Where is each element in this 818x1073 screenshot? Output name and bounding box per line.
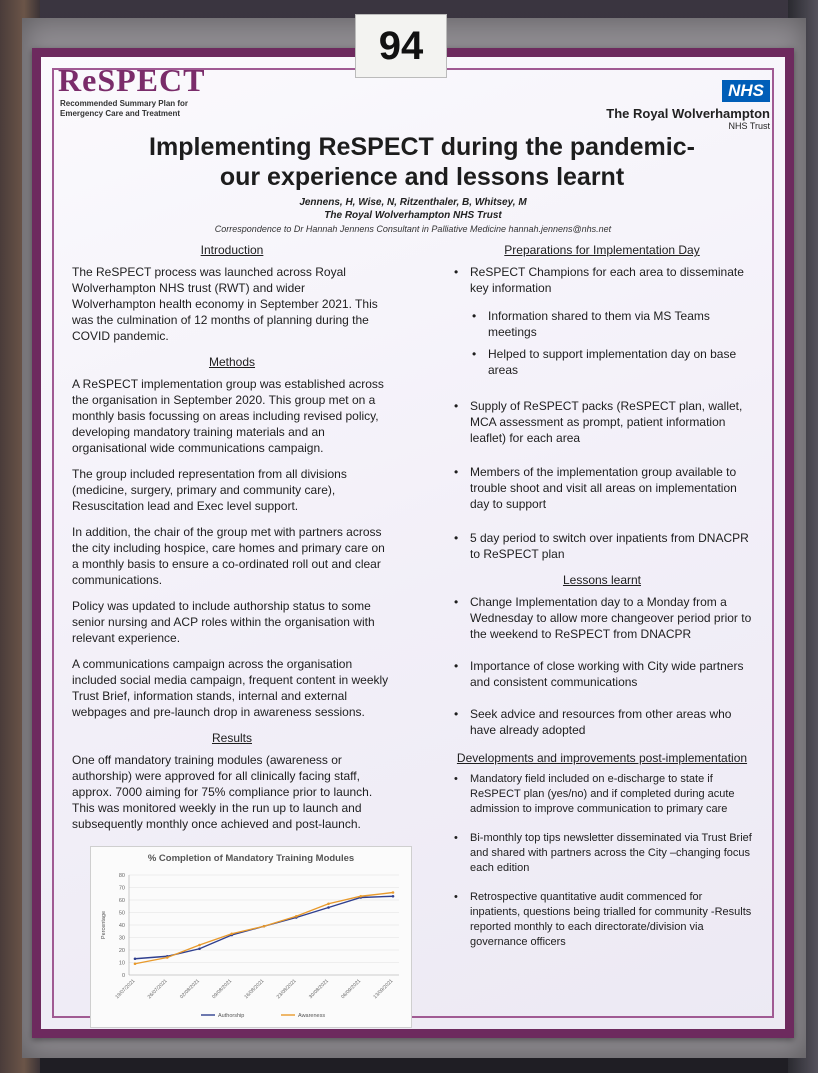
nhs-logo: NHS The Royal Wolverhampton NHS Trust: [606, 80, 770, 131]
x-tick-label: 09/08/2021: [211, 978, 233, 1000]
methods-paragraph: The group included representation from a…: [72, 467, 347, 513]
dev-heading: Developments and improvements post-imple…: [456, 751, 748, 765]
nhs-trust-name: The Royal Wolverhampton: [606, 106, 770, 121]
list-item: Retrospective quantitative audit commenc…: [452, 890, 752, 950]
y-tick-label: 40: [119, 923, 125, 929]
data-point: [391, 891, 395, 894]
respect-logo: ReSPECT Recommended Summary Plan for Eme…: [58, 62, 233, 119]
legend-label: Awareness: [298, 1013, 325, 1019]
list-item: ReSPECT Champions for each area to disse…: [452, 264, 752, 296]
prep-heading: Preparations for Implementation Day: [504, 243, 700, 257]
list-item: Seek advice and resources from other are…: [452, 706, 752, 738]
methods-paragraph: A ReSPECT implementation group was estab…: [72, 377, 384, 455]
title-line-2: our experience and lessons learnt: [219, 163, 625, 191]
list-item: Information shared to them via MS Teams …: [470, 308, 752, 340]
nhs-badge: NHS: [722, 80, 770, 102]
title-line-1: Implementing ReSPECT during the pandemic…: [149, 133, 695, 161]
intro-text: The ReSPECT process was launched across …: [72, 265, 378, 343]
list-item: Helped to support implementation day on …: [470, 346, 752, 378]
logo-subtitle: Recommended Summary Plan for Emergency C…: [60, 99, 189, 118]
data-point: [262, 924, 266, 928]
dev-list: Mandatory field included on e-discharge …: [452, 772, 752, 950]
board-number-card: 94: [355, 14, 447, 78]
list-item: Members of the implementation group avai…: [452, 464, 752, 512]
authors: Jennens, H, Wise, N, Ritzenthaler, B, Wh…: [299, 197, 527, 208]
x-tick-label: 02/08/2021: [179, 978, 201, 1000]
x-tick-label: 16/08/2021: [243, 978, 265, 1000]
data-point: [198, 947, 201, 951]
data-point: [133, 957, 137, 961]
y-axis-label: Percentage: [101, 911, 107, 939]
list-item: Bi-monthly top tips newsletter dissemina…: [452, 831, 752, 876]
y-tick-label: 20: [119, 948, 125, 954]
institution: The Royal Wolverhampton NHS Trust: [324, 210, 502, 221]
data-point: [230, 932, 234, 936]
methods-heading: Methods: [208, 355, 256, 369]
x-tick-label: 30/08/2021: [308, 978, 330, 1000]
list-item: Change Implementation day to a Monday fr…: [452, 594, 752, 642]
poster-title: Implementing ReSPECT during the pandemic…: [102, 132, 742, 192]
x-tick-label: 13/09/2021: [372, 978, 394, 1000]
left-column: Introduction The ReSPECT process was lau…: [72, 240, 392, 842]
y-tick-label: 30: [119, 936, 125, 942]
y-tick-label: 0: [122, 973, 125, 979]
x-tick-label: 06/09/2021: [340, 978, 362, 1000]
authors-block: Jennens, H, Wise, N, Ritzenthaler, B, Wh…: [32, 196, 794, 222]
lessons-heading: Lessons learnt: [562, 573, 642, 587]
x-tick-label: 23/08/2021: [276, 978, 298, 1000]
methods-paragraph: Policy was updated to include authorship…: [72, 599, 375, 645]
data-point: [198, 943, 201, 947]
data-point: [359, 894, 363, 898]
y-tick-label: 50: [119, 911, 125, 917]
list-item: Supply of ReSPECT packs (ReSPECT plan, w…: [452, 398, 752, 446]
x-tick-label: 26/07/2021: [147, 978, 169, 1000]
list-item: Importance of close working with City wi…: [452, 658, 752, 690]
logo-word: ReSPECT: [58, 62, 206, 98]
training-chart: % Completion of Mandatory Training Modul…: [90, 846, 412, 1028]
x-tick-label: 19/07/2021: [114, 978, 136, 1000]
y-tick-label: 60: [119, 898, 125, 904]
data-point: [391, 894, 395, 898]
training-chart-svg: % Completion of Mandatory Training Modul…: [101, 853, 399, 1019]
data-point: [133, 962, 137, 966]
data-point: [327, 906, 330, 909]
list-item: 5 day period to switch over inpatients f…: [452, 530, 752, 562]
data-point: [165, 956, 169, 959]
y-tick-label: 70: [119, 886, 125, 892]
data-point: [327, 902, 330, 906]
lessons-list: Change Implementation day to a Monday fr…: [452, 594, 752, 738]
series-line-awareness: [134, 891, 394, 965]
list-item: Mandatory field included on e-discharge …: [452, 772, 752, 817]
intro-heading: Introduction: [200, 243, 264, 257]
legend-label: Authorship: [218, 1013, 244, 1019]
y-tick-label: 10: [119, 961, 125, 967]
y-tick-label: 80: [119, 873, 125, 879]
methods-paragraph: A communications campaign across the org…: [72, 657, 389, 719]
results-heading: Results: [211, 731, 252, 745]
results-text: One off mandatory training modules (awar…: [72, 753, 373, 831]
methods-paragraph: In addition, the chair of the group met …: [72, 525, 385, 587]
prep-list: ReSPECT Champions for each area to disse…: [452, 264, 752, 562]
nhs-trust-sub: NHS Trust: [728, 121, 770, 131]
data-point: [294, 914, 298, 918]
poster: ReSPECT Recommended Summary Plan for Eme…: [32, 48, 794, 1038]
chart-title: % Completion of Mandatory Training Modul…: [148, 853, 354, 864]
right-column: Preparations for Implementation Day ReSP…: [452, 240, 752, 962]
correspondence: Correspondence to Dr Hannah Jennens Cons…: [214, 224, 612, 234]
